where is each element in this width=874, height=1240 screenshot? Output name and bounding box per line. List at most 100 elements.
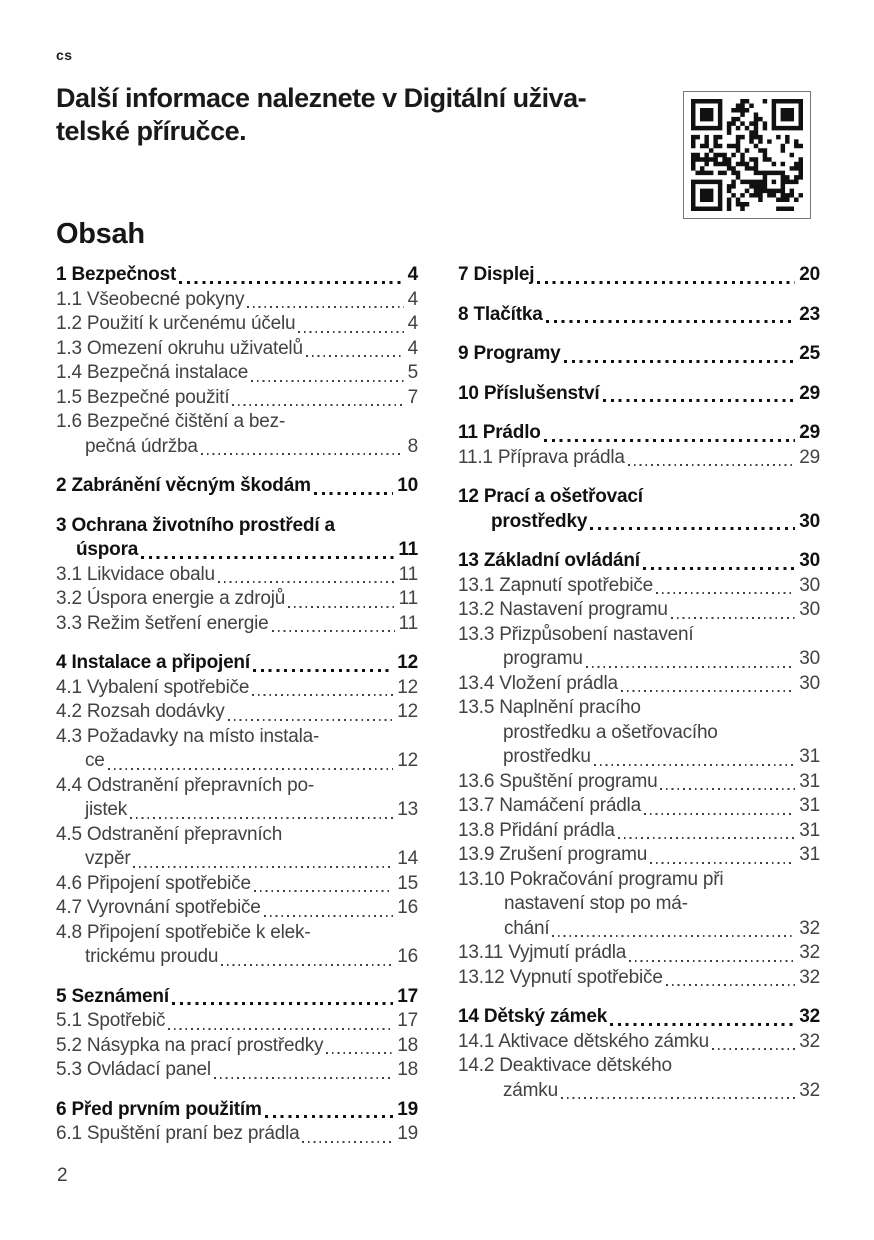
toc-page-number: 10	[397, 475, 418, 496]
toc-page-number: 29	[799, 422, 820, 443]
qr-code-icon	[691, 99, 803, 211]
toc-entry-label: 1.4 Bezpečná instalace	[56, 362, 249, 383]
toc-entry-label: 12 Prací a ošetřovací	[458, 486, 643, 507]
toc-entry-label: 6 Před prvním použitím	[56, 1098, 262, 1120]
toc-entry-label: 4.5 Odstranění přepravních	[56, 823, 283, 845]
toc-entry: 4.7 Vyrovnání spotřebiče 16	[56, 896, 418, 921]
toc-page-number: 4	[407, 264, 419, 285]
toc-entry-label: 5.3 Ovládací panel	[56, 1059, 211, 1080]
toc-entry-label: 3.3 Režim šetření energie	[56, 612, 269, 634]
toc-entry-line: 13.9 Zrušení programu 31	[458, 843, 820, 868]
toc-leader-dots	[563, 359, 796, 363]
toc-entry-line: 3.3 Režim šetření energie 11	[56, 612, 418, 637]
toc-page-number: 11	[398, 588, 419, 609]
toc-entry-line: 13.12 Vypnutí spotřebiče 32	[458, 966, 820, 991]
toc-entry: 13.9 Zrušení programu 31	[458, 843, 820, 868]
toc-page-number: 4	[407, 288, 419, 310]
toc-leader-dots	[593, 763, 796, 766]
toc-entry-line: 3 Ochrana životního prostředí a	[56, 514, 418, 539]
toc-entry-line: pečná údržba 8	[85, 435, 418, 460]
toc-entry-label: 4.3 Požadavky na místo instala-	[56, 725, 320, 747]
toc-entry: 13.4 Vložení prádla 30	[458, 672, 820, 697]
toc-entry-line: 9 Programy 25	[458, 342, 820, 367]
toc-entry-label: 4.8 Připojení spotřebiče k elek-	[56, 921, 311, 943]
toc-leader-dots	[298, 330, 404, 333]
toc-entry-label: zámku	[503, 1079, 558, 1101]
toc-entry-line: 1.3 Omezení okruhu uživatelů 4	[56, 337, 418, 362]
toc-entry: 14 Dětský zámek 32	[458, 1005, 820, 1030]
intro-heading-line1: Další informace naleznete v Digitální už…	[56, 83, 587, 113]
toc-leader-dots	[660, 788, 796, 790]
toc-leader-dots	[590, 527, 796, 530]
toc-page-number: 11	[398, 612, 419, 634]
toc-entry-line: 1 Bezpečnost 4	[56, 263, 418, 288]
toc-entry: 13.2 Nastavení programu 30	[458, 598, 820, 623]
toc-leader-dots	[552, 935, 796, 937]
toc-leader-dots	[313, 491, 394, 495]
toc-leader-dots	[168, 1027, 394, 1030]
toc-leader-dots	[130, 816, 394, 819]
toc-entry-line: 2 Zabránění věcným škodám 10	[56, 474, 418, 499]
intro-heading-line2: telské příručce.	[56, 116, 247, 146]
toc-entry-line: 12 Prací a ošetřovací	[458, 485, 820, 510]
toc-entry: 11 Prádlo 29	[458, 421, 820, 446]
toc-leader-dots	[171, 1002, 394, 1005]
toc-entry-line: 13.5 Naplnění pracího	[458, 696, 820, 721]
qr-code	[683, 91, 811, 219]
toc-entry-label: 13.1 Zapnutí spotřebiče	[458, 574, 654, 596]
toc-leader-dots	[253, 890, 394, 892]
toc-column-right: 7 Displej 20 8 Tlačítka 23 9 Programy 25 10 Př…	[458, 263, 820, 1103]
toc-page-number: 15	[397, 872, 418, 894]
toc-entry-label: 3.1 Likvidace obalu	[56, 563, 215, 585]
toc-leader-dots	[617, 837, 796, 839]
toc-entry-label: 13.3 Přizpůsobení nastavení	[458, 623, 694, 645]
toc-entry: 14.2 Deaktivace dětského zámku 32	[458, 1054, 820, 1103]
toc-entry-line: 3.2 Úspora energie a zdrojů 11	[56, 587, 418, 612]
toc-page-number: 16	[397, 897, 418, 918]
toc-page-number: 20	[799, 264, 820, 285]
toc-entry-label: 3 Ochrana životního prostředí a	[56, 514, 335, 536]
toc-entry-line: 4 Instalace a připojení 12	[56, 651, 418, 676]
toc-entry-line: 10 Příslušenství 29	[458, 382, 820, 407]
toc-entry-line: 6.1 Spuštění praní bez prádla 19	[56, 1122, 418, 1147]
toc-entry-line: 13.8 Přidání prádla 31	[458, 819, 820, 844]
toc-entry-label: ce	[85, 750, 105, 771]
toc-page-number: 17	[397, 985, 418, 1007]
toc-entry-line: 1.6 Bezpečné čištění a bez-	[56, 410, 418, 435]
toc-leader-dots	[221, 963, 394, 966]
toc-entry-label: 6.1 Spuštění praní bez prádla	[56, 1123, 300, 1144]
toc-entry: 4.4 Odstranění přepravních po-jistek 13	[56, 774, 418, 823]
toc-entry-label: 2 Zabránění věcným škodám	[56, 475, 311, 496]
toc-leader-dots	[620, 690, 796, 692]
toc-entry: 13.10 Pokračování programu při nastavení …	[458, 868, 820, 942]
toc-entry-label: 9 Programy	[458, 343, 561, 364]
toc-page-number: 32	[799, 1030, 820, 1052]
toc-entry: 4.8 Připojení spotřebiče k elek-trickému…	[56, 921, 418, 970]
toc-entry-label: 1 Bezpečnost	[56, 264, 177, 285]
toc-entry-label: úspora	[76, 539, 139, 560]
toc-entry-label: 14.1 Aktivace dětského zámku	[458, 1030, 710, 1052]
toc-entry: 4.1 Vybalení spotřebiče 12	[56, 676, 418, 701]
toc-entry-label: chání	[504, 917, 550, 939]
toc-entry-line: 5.2 Násypka na prací prostředky 18	[56, 1034, 418, 1059]
toc-entry-line: 13.10 Pokračování programu při	[458, 868, 820, 893]
toc-entry-label: 14.2 Deaktivace dětského	[458, 1055, 672, 1076]
toc-entry-line: úspora 11	[76, 538, 418, 563]
toc-entry: 11.1 Příprava prádla 29	[458, 446, 820, 471]
toc-entry-label: nastavení stop po má-	[504, 893, 688, 914]
toc-entry-line: 13.3 Přizpůsobení nastavení	[458, 623, 820, 648]
toc-entry-line: chání 32	[504, 917, 820, 942]
toc-leader-dots	[133, 865, 394, 868]
toc-leader-dots	[629, 959, 796, 962]
toc-entry-line: 14.1 Aktivace dětského zámku 32	[458, 1030, 820, 1055]
toc-entry-line: 4.7 Vyrovnání spotřebiče 16	[56, 896, 418, 921]
toc-entry-label: prostředku	[503, 746, 591, 767]
toc-page-number: 7	[407, 386, 419, 408]
toc-page-number: 31	[799, 819, 820, 841]
toc-leader-dots	[537, 280, 796, 284]
toc-entry-line: ce 12	[85, 749, 418, 774]
toc-entry: 1.2 Použití k určenému účelu 4	[56, 312, 418, 337]
toc-entry-label: 4.7 Vyrovnání spotřebiče	[56, 897, 261, 918]
toc-leader-dots	[213, 1076, 394, 1079]
toc-entry-label: 13.2 Nastavení programu	[458, 599, 668, 620]
